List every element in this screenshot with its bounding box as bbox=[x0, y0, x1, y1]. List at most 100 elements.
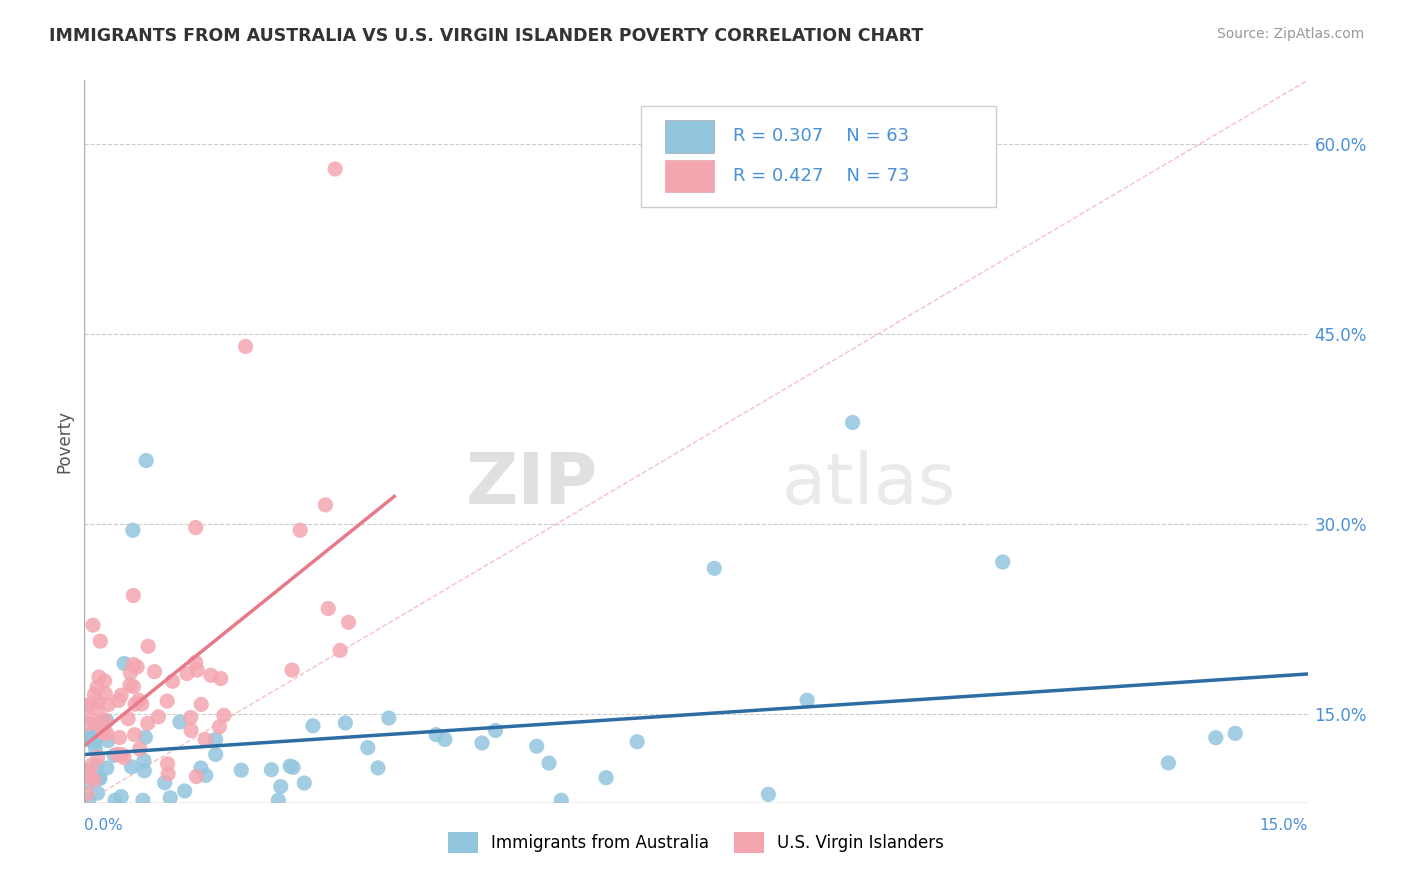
Point bbox=[84, 732, 107, 747]
Point bbox=[157, 767, 180, 781]
Point bbox=[136, 640, 159, 654]
Point bbox=[87, 695, 110, 709]
Point bbox=[134, 731, 156, 745]
Point bbox=[173, 784, 195, 798]
Point bbox=[550, 793, 572, 807]
Point bbox=[83, 735, 105, 749]
Point bbox=[86, 758, 108, 772]
Point bbox=[208, 720, 231, 734]
Point bbox=[186, 770, 208, 784]
Point bbox=[176, 666, 198, 681]
Point bbox=[131, 697, 153, 711]
Point bbox=[1225, 726, 1247, 740]
Point bbox=[180, 710, 202, 724]
Point bbox=[132, 754, 155, 768]
Text: atlas: atlas bbox=[782, 450, 956, 519]
Point bbox=[128, 742, 150, 756]
Point bbox=[76, 787, 98, 801]
Point bbox=[111, 747, 134, 762]
Point bbox=[841, 416, 863, 430]
Point bbox=[76, 700, 98, 714]
Point bbox=[80, 758, 103, 772]
Point bbox=[132, 793, 155, 807]
Point bbox=[87, 670, 110, 684]
Point bbox=[796, 693, 818, 707]
Point bbox=[186, 663, 208, 677]
Point bbox=[124, 697, 146, 711]
Point bbox=[162, 674, 184, 689]
Point bbox=[329, 643, 352, 657]
Point bbox=[190, 698, 212, 712]
Y-axis label: Poverty: Poverty bbox=[55, 410, 73, 473]
Point bbox=[316, 601, 339, 615]
Point bbox=[425, 728, 447, 742]
Point bbox=[77, 698, 100, 712]
Point bbox=[86, 786, 108, 800]
Point bbox=[112, 657, 135, 671]
Point bbox=[89, 634, 111, 648]
Point bbox=[194, 732, 217, 747]
Point bbox=[77, 732, 100, 747]
Point bbox=[169, 714, 191, 729]
Point bbox=[260, 763, 283, 777]
Point bbox=[190, 761, 212, 775]
Point bbox=[433, 732, 456, 747]
Point bbox=[292, 776, 315, 790]
Point bbox=[180, 723, 202, 738]
Point bbox=[77, 775, 100, 789]
Point bbox=[991, 555, 1014, 569]
Point bbox=[204, 732, 226, 747]
Point bbox=[87, 750, 110, 764]
Point bbox=[91, 725, 114, 739]
Point bbox=[94, 687, 117, 701]
Point bbox=[471, 736, 494, 750]
Point bbox=[484, 723, 506, 738]
Point bbox=[103, 748, 125, 763]
Point bbox=[80, 713, 103, 727]
Point bbox=[77, 767, 100, 781]
Point bbox=[112, 750, 135, 764]
Point bbox=[107, 693, 129, 707]
FancyBboxPatch shape bbox=[665, 120, 714, 153]
Point bbox=[194, 768, 217, 782]
Point bbox=[335, 715, 357, 730]
Point bbox=[83, 772, 105, 787]
Point bbox=[357, 740, 380, 755]
Point bbox=[86, 681, 108, 695]
Point bbox=[156, 694, 179, 708]
Point bbox=[96, 761, 118, 775]
Text: 0.0%: 0.0% bbox=[84, 818, 124, 833]
FancyBboxPatch shape bbox=[665, 160, 714, 193]
Point bbox=[96, 726, 118, 740]
Point bbox=[120, 665, 142, 680]
Text: 15.0%: 15.0% bbox=[1260, 818, 1308, 833]
Point bbox=[153, 775, 176, 789]
Point bbox=[122, 657, 145, 672]
Point bbox=[97, 733, 120, 747]
Point bbox=[76, 871, 98, 886]
Point bbox=[270, 780, 292, 794]
Point bbox=[82, 618, 104, 632]
Point bbox=[537, 756, 560, 770]
Text: ZIP: ZIP bbox=[465, 450, 598, 519]
Point bbox=[1205, 731, 1227, 745]
Point bbox=[118, 678, 141, 692]
Point bbox=[288, 523, 311, 537]
Point bbox=[97, 698, 120, 712]
Point bbox=[212, 708, 235, 723]
Point bbox=[135, 453, 157, 467]
Point bbox=[184, 520, 207, 534]
Point bbox=[378, 711, 401, 725]
Point bbox=[278, 759, 301, 773]
Point bbox=[122, 680, 145, 694]
Text: R = 0.427    N = 73: R = 0.427 N = 73 bbox=[733, 167, 910, 185]
Point bbox=[626, 735, 648, 749]
Point bbox=[96, 714, 118, 728]
Point bbox=[127, 660, 149, 674]
Point bbox=[526, 739, 548, 754]
Text: Source: ZipAtlas.com: Source: ZipAtlas.com bbox=[1216, 27, 1364, 41]
Point bbox=[87, 703, 110, 717]
Text: R = 0.307    N = 63: R = 0.307 N = 63 bbox=[733, 127, 908, 145]
Point bbox=[1157, 756, 1180, 770]
Point bbox=[89, 772, 111, 786]
